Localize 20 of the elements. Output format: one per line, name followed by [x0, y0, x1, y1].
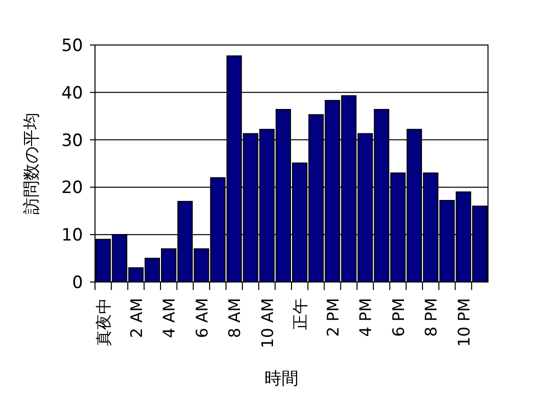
- x-axis-title: 時間: [264, 369, 298, 389]
- y-axis-title: 訪問数の平均: [22, 112, 42, 214]
- x-tick-label: 8 PM: [422, 298, 441, 337]
- x-tick-label: 4 AM: [160, 298, 179, 338]
- x-tick-label: 10 PM: [454, 298, 474, 347]
- x-tick-label: 4 PM: [356, 298, 376, 337]
- y-tick-label: 40: [61, 83, 83, 104]
- x-tick-label: 真夜中: [94, 298, 114, 346]
- x-tick-label: 6 AM: [192, 298, 212, 338]
- x-tick-label: 正午: [290, 298, 310, 330]
- y-tick-label: 0: [72, 273, 83, 293]
- y-tick-label: 50: [61, 36, 83, 56]
- x-tick-label: 10 AM: [258, 298, 277, 348]
- y-tick-label: 10: [61, 226, 83, 246]
- x-tick-label: 2 AM: [126, 298, 146, 338]
- y-tick-label: 20: [61, 178, 83, 198]
- x-tick-label: 6 PM: [388, 298, 408, 337]
- y-tick-label: 30: [61, 130, 83, 151]
- x-tick-label: 2 PM: [323, 298, 342, 337]
- x-tick-label: 8 AM: [225, 298, 244, 338]
